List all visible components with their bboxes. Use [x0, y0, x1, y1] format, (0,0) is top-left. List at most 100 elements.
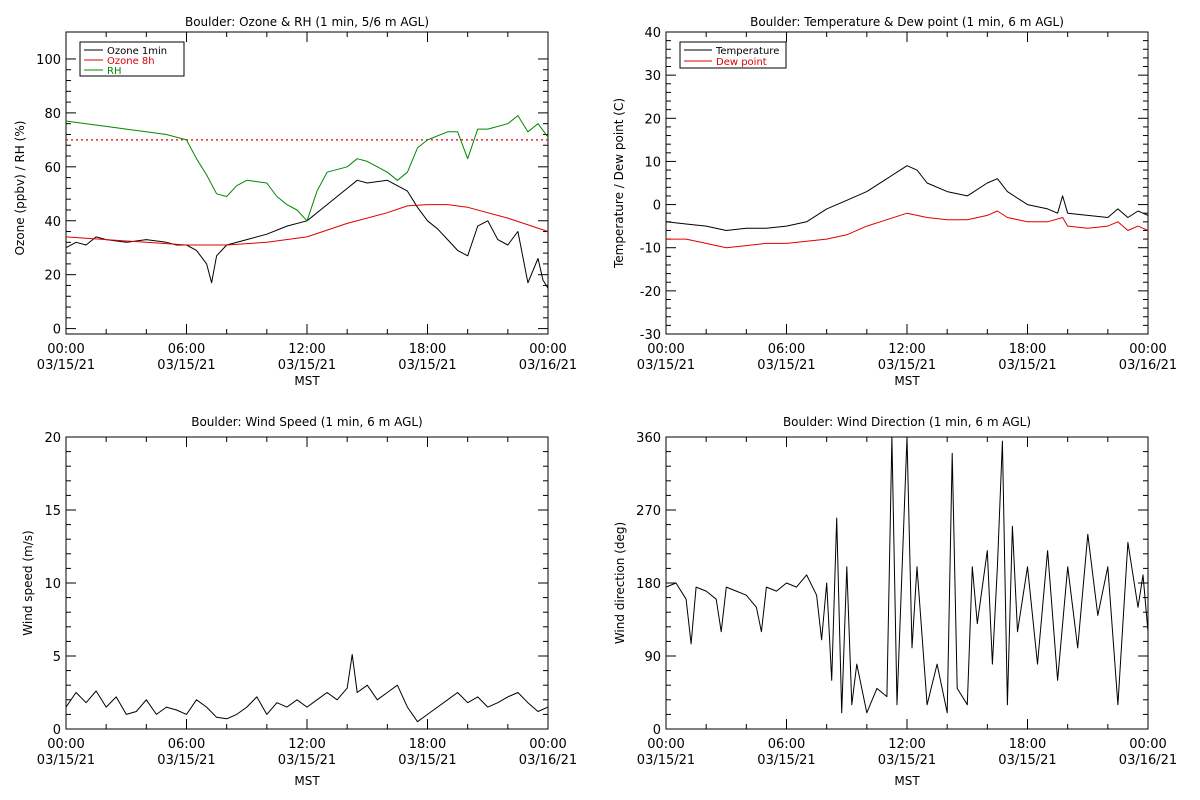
x-tick-date-t18: 03/15/21 — [998, 358, 1056, 373]
y-tick-label: 5 — [53, 650, 61, 665]
temp-dew-legend: Temperature Dew point — [679, 41, 787, 69]
x-tick-date-t6: 03/15/21 — [757, 358, 815, 373]
legend-label-temperature: Temperature — [715, 46, 779, 57]
x-tick-date-t0: 03/15/21 — [637, 753, 695, 768]
wind-direction-title: Boulder: Wind Direction (1 min, 6 m AGL) — [783, 415, 1031, 429]
x-tick-time-t0: 00:00 — [47, 737, 84, 752]
y-tick-label: 40 — [644, 26, 661, 41]
wind-speed-title: Boulder: Wind Speed (1 min, 6 m AGL) — [191, 415, 423, 429]
x-tick-time-t12: 12:00 — [888, 737, 925, 752]
y-tick-label: 10 — [44, 577, 61, 592]
y-tick-label: 100 — [36, 53, 61, 68]
plot-frame — [65, 436, 549, 730]
ozone-rh-panel: Boulder: Ozone & RH (1 min, 5/6 m AGL) O… — [13, 15, 577, 388]
x-tick-date-t12: 03/15/21 — [878, 753, 936, 768]
x-tick-time-t18: 18:00 — [1009, 342, 1046, 357]
plot-frame — [665, 31, 1149, 335]
x-tick-date-t0: 03/15/21 — [37, 753, 95, 768]
y-tick-label: -20 — [640, 285, 661, 300]
y-tick-label: 40 — [44, 215, 61, 230]
x-tick-date-t12: 03/15/21 — [878, 358, 936, 373]
y-tick-label: 0 — [53, 323, 61, 338]
series-line-ozone-1min — [65, 179, 549, 289]
wind-direction-ylabel: Wind direction (deg) — [613, 522, 627, 644]
wind-speed-ylabel: Wind speed (m/s) — [21, 530, 35, 635]
x-tick-date-t18: 03/15/21 — [398, 753, 456, 768]
x-tick-time-t24: 00:00 — [529, 342, 566, 357]
x-tick-time-t6: 06:00 — [768, 342, 805, 357]
x-tick-date-t18: 03/15/21 — [998, 753, 1056, 768]
wind-direction-panel: Boulder: Wind Direction (1 min, 6 m AGL)… — [613, 415, 1177, 788]
y-tick-label: 20 — [644, 112, 661, 127]
y-tick-label: 270 — [636, 504, 661, 519]
y-tick-label: 10 — [644, 155, 661, 170]
temp-dew-title: Boulder: Temperature & Dew point (1 min,… — [750, 15, 1064, 29]
y-tick-label: -10 — [640, 242, 661, 257]
wind-speed-xlabel: MST — [294, 774, 320, 788]
x-tick-date-t6: 03/15/21 — [157, 358, 215, 373]
series-line-series-0 — [65, 654, 549, 723]
x-tick-time-t24: 00:00 — [529, 737, 566, 752]
x-tick-date-t6: 03/15/21 — [757, 753, 815, 768]
x-tick-date-t24: 03/16/21 — [1119, 358, 1177, 373]
x-tick-time-t0: 00:00 — [647, 737, 684, 752]
x-tick-time-t12: 12:00 — [888, 342, 925, 357]
x-tick-time-t24: 00:00 — [1129, 342, 1166, 357]
x-tick-time-t0: 00:00 — [647, 342, 684, 357]
x-tick-date-t0: 03/15/21 — [37, 358, 95, 373]
y-tick-label: 90 — [644, 650, 661, 665]
series-line-series-0 — [665, 436, 1149, 714]
x-tick-time-t12: 12:00 — [288, 737, 325, 752]
ozone-rh-xlabel: MST — [294, 374, 320, 388]
series-line-dew-point — [666, 210, 1149, 249]
x-tick-time-t6: 06:00 — [168, 737, 205, 752]
x-tick-time-t12: 12:00 — [288, 342, 325, 357]
legend-box — [679, 41, 787, 69]
legend-label-rh: RH — [107, 66, 121, 77]
wind-speed-panel: Boulder: Wind Speed (1 min, 6 m AGL) Win… — [21, 415, 577, 788]
x-tick-time-t18: 18:00 — [1009, 737, 1046, 752]
x-tick-date-t24: 03/16/21 — [519, 358, 577, 373]
x-tick-date-t24: 03/16/21 — [519, 753, 577, 768]
x-tick-date-t6: 03/15/21 — [157, 753, 215, 768]
temperature-dewpoint-panel: Boulder: Temperature & Dew point (1 min,… — [612, 15, 1177, 388]
x-tick-time-t18: 18:00 — [409, 342, 446, 357]
legend-label-dew-point: Dew point — [716, 57, 767, 68]
y-tick-label: 20 — [44, 431, 61, 446]
temp-dew-xlabel: MST — [894, 374, 920, 388]
ozone-rh-title: Boulder: Ozone & RH (1 min, 5/6 m AGL) — [185, 15, 429, 29]
y-tick-label: 80 — [44, 107, 61, 122]
x-tick-time-t18: 18:00 — [409, 737, 446, 752]
series-line-ozone-8h — [65, 204, 549, 246]
y-tick-label: 15 — [44, 504, 61, 519]
plot-frame — [65, 31, 549, 335]
plot-frame — [665, 436, 1149, 730]
ozone-rh-ylabel: Ozone (ppbv) / RH (%) — [13, 121, 27, 256]
x-tick-date-t24: 03/16/21 — [1119, 753, 1177, 768]
x-tick-time-t6: 06:00 — [168, 342, 205, 357]
y-tick-label: 60 — [44, 161, 61, 176]
y-tick-label: 30 — [644, 69, 661, 84]
y-tick-label: 0 — [653, 723, 661, 738]
x-tick-date-t12: 03/15/21 — [278, 753, 336, 768]
wind-direction-xlabel: MST — [894, 774, 920, 788]
x-tick-date-t12: 03/15/21 — [278, 358, 336, 373]
x-tick-date-t0: 03/15/21 — [637, 358, 695, 373]
y-tick-label: 0 — [53, 723, 61, 738]
legend-label-ozone-1min: Ozone 1min — [107, 46, 167, 57]
y-tick-label: 0 — [653, 199, 661, 214]
series-line-temperature — [665, 165, 1149, 231]
legend-label-ozone-8h: Ozone 8h — [107, 56, 155, 67]
series-line-rh — [65, 115, 549, 222]
x-tick-date-t18: 03/15/21 — [398, 358, 456, 373]
temp-dew-ylabel: Temperature / Dew point (C) — [612, 98, 626, 269]
x-tick-time-t6: 06:00 — [768, 737, 805, 752]
x-tick-time-t24: 00:00 — [1129, 737, 1166, 752]
y-tick-label: 360 — [636, 431, 661, 446]
y-tick-label: -30 — [640, 328, 661, 343]
ozone-rh-legend: Ozone 1min Ozone 8h RH — [79, 41, 185, 77]
y-tick-label: 20 — [44, 269, 61, 284]
y-tick-label: 180 — [636, 577, 661, 592]
x-tick-time-t0: 00:00 — [47, 342, 84, 357]
